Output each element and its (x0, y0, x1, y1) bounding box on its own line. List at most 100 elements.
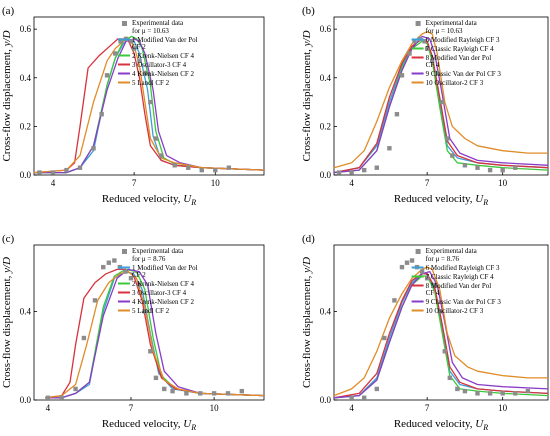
experimental-point (37, 170, 42, 175)
x-tick-label: 4 (51, 178, 56, 188)
legend-experimental-label: Experimental data (132, 19, 184, 27)
panel-label: (a) (2, 5, 15, 17)
experimental-point (45, 395, 51, 400)
experimental-point (475, 165, 480, 170)
y-tick-label: 0.0 (320, 395, 332, 405)
y-axis-label: Cross-flow displacement, y/D (1, 30, 13, 161)
experimental-point (487, 391, 493, 396)
experimental-point (81, 335, 87, 341)
experimental-point (435, 70, 440, 76)
panel-label: (c) (2, 233, 15, 245)
experimental-point (91, 146, 96, 151)
y-tick-label: 0.0 (20, 395, 32, 405)
x-tick-label: 7 (425, 178, 430, 188)
experimental-point (440, 99, 445, 105)
plot-frame (33, 16, 265, 176)
series-line-6 (333, 273, 549, 399)
experimental-point (153, 136, 158, 141)
x-tick-label: 10 (498, 178, 508, 188)
experimental-point (513, 165, 518, 170)
experimental-point (198, 391, 203, 396)
experimental-point (170, 388, 175, 394)
experimental-point (158, 153, 164, 158)
experimental-point (387, 146, 392, 151)
experimental-point (475, 391, 480, 396)
experimental-point (419, 269, 425, 274)
x-tick-label: 4 (46, 403, 51, 413)
legend-marker-experimental (122, 249, 127, 254)
y-tick-label: 0.4 (20, 306, 32, 316)
legend-label-5: 5 Landl CF 2 (132, 79, 170, 87)
experimental-point (101, 264, 106, 270)
y-axis-label: Cross-flow displacement, y/D (301, 257, 313, 388)
experimental-point (106, 260, 112, 265)
series-line-5 (45, 270, 265, 399)
x-tick-label: 7 (132, 178, 137, 188)
plot-frame (33, 244, 265, 401)
experimental-point (374, 165, 379, 170)
legend-label-1: 1 Modified Van der Pol (132, 264, 198, 272)
experimental-point (172, 163, 177, 168)
x-tick-label: 10 (498, 403, 508, 413)
experimental-point (455, 386, 460, 392)
x-tick-label: 7 (129, 403, 134, 413)
experimental-point (399, 73, 405, 78)
experimental-point (392, 298, 397, 303)
series-line-8 (333, 273, 549, 399)
experimental-point (129, 39, 134, 44)
x-axis-label: Reduced velocity, UR (394, 193, 488, 207)
legend-experimental-label: Experimental data (132, 247, 184, 255)
experimental-point (336, 170, 342, 175)
legend-label-10: 10 Oscillator-2 CF 3 (426, 79, 484, 87)
experimental-point (128, 276, 134, 281)
experimental-point (382, 335, 387, 341)
experimental-point (50, 170, 56, 175)
experimental-point (462, 163, 468, 168)
experimental-point (184, 391, 189, 396)
experimental-point (92, 298, 98, 303)
experimental-point (226, 165, 232, 170)
experimental-point (153, 375, 159, 381)
experimental-point (73, 386, 78, 392)
experimental-point (225, 391, 231, 396)
y-tick-label: 0.4 (320, 306, 332, 316)
experimental-point (399, 264, 405, 270)
experimental-point (422, 39, 427, 44)
experimental-point (487, 167, 493, 173)
experimental-point (500, 167, 505, 173)
y-tick-label: 0.2 (20, 121, 31, 131)
panel-label: (d) (302, 233, 315, 245)
legend-marker-experimental (415, 21, 421, 26)
x-tick-label: 4 (349, 403, 354, 413)
experimental-point (131, 46, 137, 51)
y-tick-label: 0.0 (20, 170, 32, 180)
legend-marker-experimental (122, 21, 127, 26)
x-axis-label: Reduced velocity, UR (102, 418, 196, 432)
experimental-point (112, 258, 117, 263)
experimental-point (429, 58, 435, 63)
legend-label-8: CF 4 (426, 61, 440, 69)
experimental-point (213, 167, 218, 173)
experimental-point (445, 136, 450, 141)
legend-label-7: 7 Classic Rayleigh CF 4 (426, 273, 495, 281)
legend-label-1: CF 2 (132, 43, 146, 51)
experimental-point (239, 388, 245, 394)
experimental-point (525, 388, 531, 394)
legend-label-4: 4 Krenk-Nielsen CF 2 (132, 298, 195, 306)
experimental-point (148, 349, 153, 354)
experimental-point (77, 165, 83, 170)
series-line-9 (333, 35, 549, 174)
experimental-point (462, 388, 468, 394)
legend-mu-text: for μ = 10.63 (426, 27, 463, 35)
legend-experimental-label: Experimental data (426, 19, 478, 27)
experimental-point (437, 309, 442, 314)
legend-label-2: 2 Krenk-Nielsen CF 4 (132, 52, 195, 60)
legend-label-6: 6 Modified Rayleigh CF 3 (426, 264, 500, 272)
legend-label-8: 8 Modified Van der Pol (426, 282, 492, 290)
chart-panel-2: (b) 4 7 10 0.0 0.2 0.4 0.6 Reduced velocity, UR C… (301, 5, 549, 207)
panel-label: (b) (302, 5, 315, 17)
experimental-point (199, 167, 204, 173)
